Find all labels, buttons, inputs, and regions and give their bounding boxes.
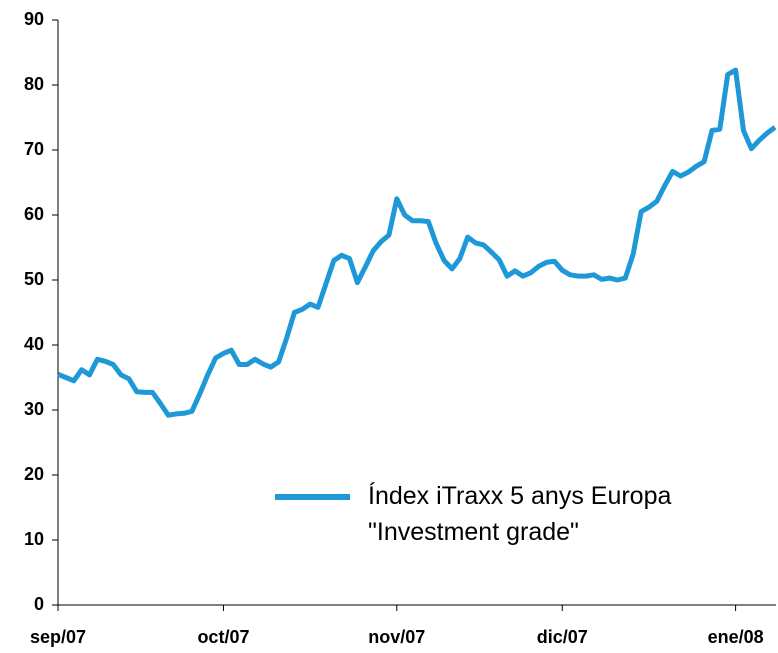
x-tick-label: ene/08 bbox=[708, 627, 764, 647]
data-line bbox=[57, 67, 777, 418]
x-tick-label: nov/07 bbox=[368, 627, 425, 647]
y-tick-label: 90 bbox=[24, 9, 44, 29]
x-tick-label: oct/07 bbox=[197, 627, 249, 647]
y-tick-label: 40 bbox=[24, 334, 44, 354]
y-tick-label: 70 bbox=[24, 139, 44, 159]
y-tick-label: 30 bbox=[24, 399, 44, 419]
y-tick-label: 0 bbox=[34, 594, 44, 614]
x-tick-label: sep/07 bbox=[30, 627, 86, 647]
y-tick-label: 50 bbox=[24, 269, 44, 289]
y-tick-label: 10 bbox=[24, 529, 44, 549]
y-tick-label: 20 bbox=[24, 464, 44, 484]
legend-label: Índex iTraxx 5 anys Europa "Investment g… bbox=[368, 482, 672, 546]
y-tick-label: 80 bbox=[24, 74, 44, 94]
x-tick-label: dic/07 bbox=[537, 627, 588, 647]
y-tick-label: 60 bbox=[24, 204, 44, 224]
